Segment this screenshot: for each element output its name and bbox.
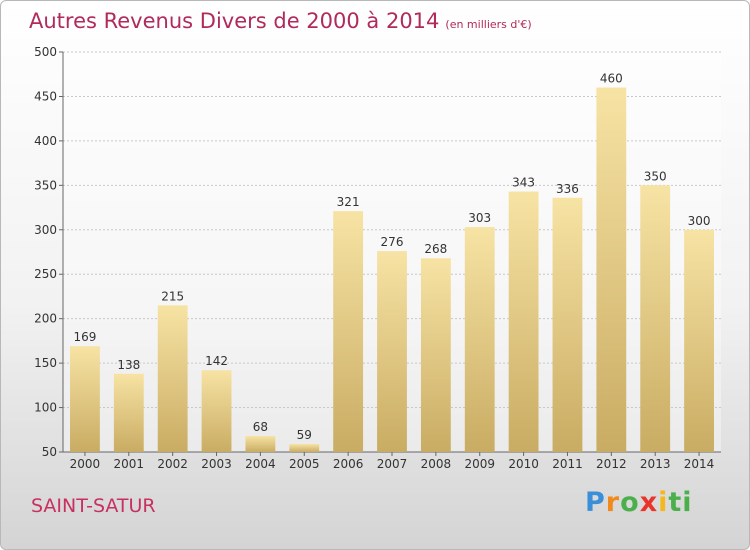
x-tick-label-2013: 2013: [640, 457, 671, 471]
place-name: SAINT-SATUR: [31, 495, 156, 517]
x-tick-label-2009: 2009: [464, 457, 495, 471]
y-tick-label: 500: [34, 45, 57, 59]
bar-2011: [552, 197, 583, 452]
y-tick-label: 100: [34, 401, 57, 415]
value-label-2013: 350: [644, 169, 667, 183]
value-label-2011: 336: [556, 182, 579, 196]
x-tick-label-2014: 2014: [684, 457, 715, 471]
y-tick-label: 50: [42, 445, 57, 459]
value-label-2002: 215: [161, 289, 184, 303]
value-label-2007: 276: [381, 235, 404, 249]
bar-2006: [333, 211, 364, 452]
bar-2010: [508, 191, 539, 453]
value-label-2000: 169: [73, 330, 96, 344]
value-label-2012: 460: [600, 72, 623, 86]
chart-title: Autres Revenus Divers de 2000 à 2014 (en …: [29, 9, 532, 33]
bar-2002: [157, 305, 188, 452]
x-tick-label-2001: 2001: [114, 457, 145, 471]
y-tick-label: 200: [34, 312, 57, 326]
y-tick-label: 350: [34, 178, 57, 192]
bar-2007: [377, 251, 407, 452]
bar-2004: [245, 436, 276, 452]
y-tick-label: 450: [34, 89, 57, 103]
value-label-2006: 321: [337, 195, 360, 209]
bar-2013: [640, 185, 671, 453]
x-tick-label-2005: 2005: [289, 457, 320, 471]
bar-2012: [596, 87, 627, 453]
x-tick-label-2003: 2003: [201, 457, 232, 471]
x-tick-label-2004: 2004: [245, 457, 276, 471]
x-tick-label-2012: 2012: [596, 457, 627, 471]
proxiti-logo: Proxiti: [585, 487, 693, 518]
x-tick-label-2000: 2000: [70, 457, 101, 471]
value-label-2014: 300: [688, 214, 711, 228]
bar-2005: [289, 444, 320, 452]
y-tick-label: 400: [34, 134, 57, 148]
bar-2003: [201, 370, 232, 452]
bar-2001: [113, 373, 144, 452]
x-tick-label-2007: 2007: [377, 457, 408, 471]
chart-title-text: Autres Revenus Divers de 2000 à 2014: [29, 9, 440, 33]
x-tick-label-2011: 2011: [552, 457, 583, 471]
bar-2008: [420, 258, 451, 452]
x-tick-label-2008: 2008: [421, 457, 452, 471]
x-tick-label-2010: 2010: [508, 457, 539, 471]
bar-2009: [464, 227, 495, 452]
x-tick-label-2006: 2006: [333, 457, 364, 471]
value-label-2009: 303: [468, 211, 491, 225]
chart-unit: (en milliers d'€): [445, 18, 532, 31]
value-label-2008: 268: [424, 242, 447, 256]
value-label-2005: 59: [297, 428, 312, 442]
bar-2000: [70, 346, 100, 452]
value-label-2004: 68: [253, 420, 268, 434]
y-tick-label: 300: [34, 223, 57, 237]
bar-2014: [684, 229, 714, 452]
y-tick-label: 250: [34, 267, 57, 281]
x-tick-label-2002: 2002: [157, 457, 188, 471]
value-label-2001: 138: [117, 358, 140, 372]
value-label-2010: 343: [512, 176, 535, 190]
y-tick-label: 150: [34, 356, 57, 370]
value-label-2003: 142: [205, 354, 228, 368]
